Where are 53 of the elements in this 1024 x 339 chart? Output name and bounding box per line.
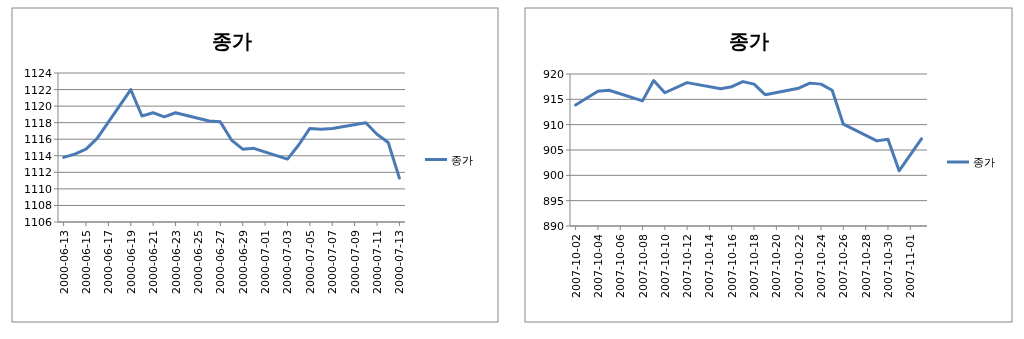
y-tick-label: 890 (543, 220, 564, 233)
x-tick-label: 2000-06-15 (79, 230, 93, 294)
y-tick-label: 1122 (24, 83, 52, 97)
x-tick-label: 2007-10-12 (681, 234, 695, 298)
x-tick-label: 2007-10-28 (859, 234, 873, 298)
x-tick-label: 2007-10-04 (591, 234, 605, 298)
x-tick-label: 2000-07-07 (326, 230, 340, 294)
x-tick-label: 2000-07-13 (393, 230, 407, 294)
x-tick-label: 2000-07-05 (303, 230, 317, 294)
y-tick-label: 905 (543, 144, 564, 157)
y-tick-label: 1114 (24, 149, 52, 163)
x-tick-label: 2007-10-20 (770, 234, 784, 298)
x-tick-label: 2007-11-01 (904, 234, 918, 298)
x-tick-label: 2007-10-16 (725, 234, 739, 298)
x-tick-label: 2000-07-09 (348, 230, 362, 294)
legend-label: 종가 (451, 153, 473, 167)
x-tick-label: 2007-10-14 (703, 234, 717, 298)
x-tick-label: 2000-06-19 (124, 230, 138, 294)
x-tick-label: 2007-10-24 (815, 234, 829, 298)
x-tick-label: 2000-07-01 (259, 230, 273, 294)
y-tick-label: 1110 (24, 182, 52, 196)
y-tick-label: 1106 (24, 216, 52, 229)
y-tick-label: 910 (543, 118, 564, 132)
x-tick-label: 2007-10-22 (792, 234, 806, 298)
x-tick-label: 2007-10-06 (614, 234, 628, 298)
x-tick-label: 2007-10-10 (658, 234, 672, 298)
x-tick-label: 2000-06-21 (147, 230, 161, 294)
x-tick-label: 2000-06-17 (102, 230, 116, 294)
y-tick-label: 895 (543, 194, 564, 208)
y-tick-label: 1118 (24, 116, 52, 130)
x-tick-label: 2000-06-27 (214, 230, 228, 294)
x-tick-label: 2000-07-03 (281, 230, 295, 294)
legend-label: 종가 (973, 156, 995, 169)
x-tick-label: 2000-06-25 (191, 230, 205, 294)
x-tick-label: 2007-10-02 (569, 234, 583, 298)
y-tick-label: 1116 (24, 133, 52, 147)
y-tick-label: 900 (543, 169, 564, 183)
chart-title: 종가 (211, 29, 252, 53)
x-tick-label: 2000-07-11 (371, 230, 385, 294)
x-tick-label: 2000-06-13 (57, 230, 71, 294)
x-tick-label: 2000-06-23 (169, 230, 183, 294)
y-tick-label: 1120 (24, 100, 52, 114)
x-tick-label: 2000-06-29 (236, 230, 250, 294)
x-tick-label: 2007-10-26 (837, 234, 851, 298)
y-tick-label: 1108 (24, 199, 52, 213)
x-tick-label: 2007-10-30 (881, 234, 895, 298)
y-tick-label: 915 (543, 93, 564, 107)
x-tick-label: 2007-10-08 (636, 234, 650, 298)
y-tick-label: 1124 (24, 67, 52, 80)
x-tick-label: 2007-10-18 (748, 234, 762, 298)
y-tick-label: 920 (543, 68, 564, 81)
y-tick-label: 1112 (24, 166, 52, 180)
chart-title: 종가 (728, 29, 769, 53)
